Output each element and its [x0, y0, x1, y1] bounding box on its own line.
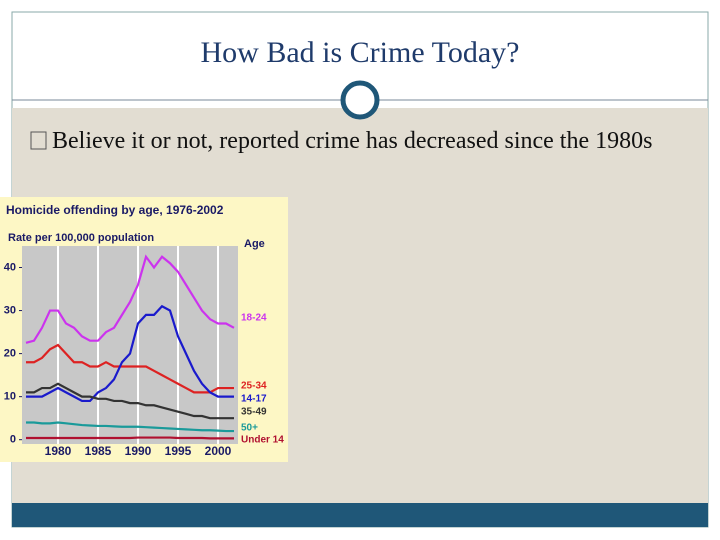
legend-label: 25-34: [241, 381, 267, 392]
slide-title: How Bad is Crime Today?: [200, 36, 520, 69]
x-tick-label: 1995: [165, 444, 192, 458]
series-line: [25, 254, 235, 344]
x-tick-label: 1985: [85, 444, 112, 458]
series-line: [26, 304, 234, 403]
legend-label: Under 14: [241, 435, 284, 446]
x-tick-label: 1990: [125, 444, 152, 458]
legend-label: 50+: [241, 423, 258, 434]
legend-label: 35-49: [241, 407, 267, 418]
series-line: [26, 382, 234, 420]
y-tick-label: 10: [4, 391, 16, 403]
y-tick-label: 20: [4, 348, 16, 360]
chart-title: Homicide offending by age, 1976-2002: [6, 203, 224, 217]
x-tick-label: 2000: [205, 444, 232, 458]
legend-label: 14-17: [241, 394, 267, 405]
series-line: [26, 421, 234, 433]
bullet-text: Believe it or not, reported crime has de…: [30, 126, 712, 157]
legend-label: 18-24: [241, 313, 267, 324]
y-tick-label: 0: [10, 434, 16, 446]
series-line: [26, 343, 234, 394]
legend-title: Age: [244, 238, 265, 250]
title-circle: [340, 80, 380, 120]
y-tick-label: 30: [4, 304, 16, 316]
chart-subtitle: Rate per 100,000 population: [8, 232, 154, 244]
bullet-line: Believe it or not, reported crime has de…: [52, 128, 653, 154]
series-line: [26, 436, 234, 440]
footer-bar: [12, 503, 708, 527]
y-tick-label: 40: [4, 261, 16, 273]
chart: Homicide offending by age, 1976-2002 Rat…: [0, 197, 288, 462]
x-tick-label: 1980: [45, 444, 72, 458]
plot-area: [22, 246, 238, 444]
bullet-box: [30, 131, 47, 150]
